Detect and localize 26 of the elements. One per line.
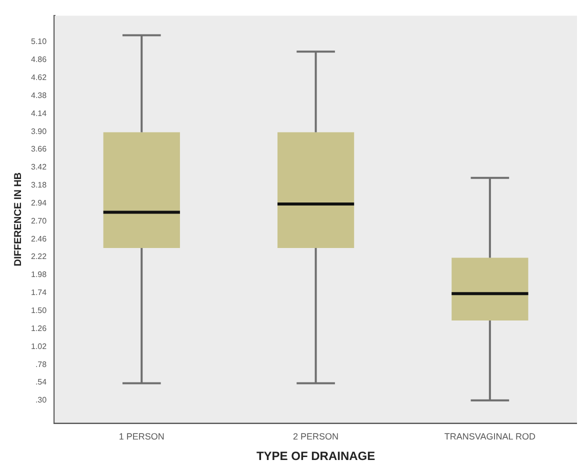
y-tick-label: 2.22	[30, 252, 48, 262]
y-tick-label: 2.46	[30, 234, 48, 244]
y-axis-title: DIFFERENCE IN HB	[12, 172, 24, 266]
y-tick-label: 3.66	[30, 144, 48, 154]
x-tick-label: 2 PERSON	[293, 432, 339, 442]
y-tick-label: 1.74	[30, 288, 48, 298]
x-tick-label: TRANSVAGINAL ROD	[444, 432, 536, 442]
y-tick-label: 2.70	[30, 216, 48, 226]
y-tick-label: .30	[35, 396, 48, 405]
y-tick-label: .54	[35, 378, 48, 387]
y-tick-label: 4.86	[30, 55, 48, 64]
y-tick-label: 3.90	[30, 126, 48, 136]
x-axis-title: TYPE OF DRAINAGE	[256, 449, 376, 464]
y-tick-label: 1.98	[30, 270, 48, 280]
y-tick-label: 1.26	[30, 324, 48, 333]
x-tick-label: 1 PERSON	[118, 432, 164, 442]
y-tick-label: 2.94	[30, 198, 48, 208]
y-tick-label: 4.62	[30, 72, 48, 82]
y-tick-label: 4.14	[30, 108, 48, 118]
y-tick-label: 3.42	[30, 162, 48, 172]
y-tick-label: 3.18	[30, 180, 48, 190]
y-tick-label: .78	[35, 360, 48, 369]
y-tick-label: 5.10	[30, 37, 48, 46]
y-tick-label: 4.38	[30, 90, 48, 100]
y-tick-label: 1.50	[30, 306, 48, 315]
y-tick-label: 1.02	[30, 342, 48, 351]
